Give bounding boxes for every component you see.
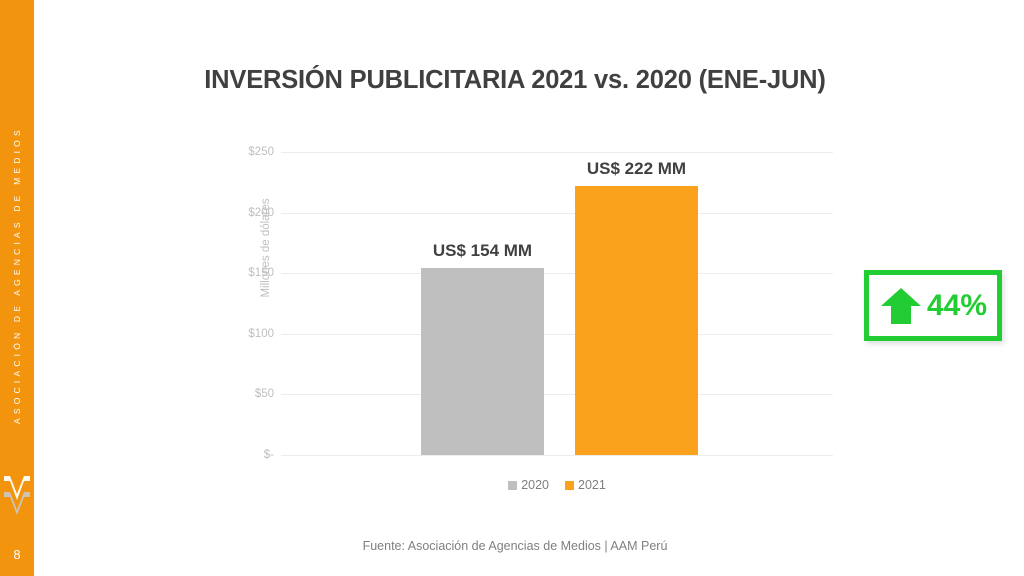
sidebar: ASOCIACIÓN DE AGENCIAS DE MEDIOS 8 — [0, 0, 34, 576]
legend-swatch-icon — [565, 480, 574, 490]
y-axis-tick-label: $- — [263, 449, 274, 461]
arrow-up-icon — [880, 287, 921, 324]
y-axis-tick-label: $250 — [248, 146, 274, 158]
bar-value-label-2020: US$ 154 MM — [432, 241, 533, 261]
growth-badge: 44% — [864, 270, 1002, 341]
legend-label: 2021 — [578, 478, 606, 492]
legend-label: 2020 — [521, 478, 549, 492]
legend-item-2021[interactable]: 2021 — [565, 478, 606, 492]
y-axis-tick-label: $100 — [248, 327, 274, 340]
bar-2021 — [575, 185, 698, 455]
y-axis-title: Millones de dólares — [260, 198, 272, 298]
legend-item-2020[interactable]: 2020 — [508, 478, 549, 492]
growth-value: 44% — [926, 288, 988, 322]
legend-swatch-icon — [508, 480, 518, 490]
y-axis-tick-label: $50 — [254, 388, 274, 401]
bar-2020 — [421, 268, 544, 455]
y-axis-ticks: $250 $200 $150 $100 $50 $- — [214, 0, 274, 576]
gridline — [281, 455, 833, 456]
page-number: 8 — [13, 547, 21, 562]
gridline — [281, 394, 833, 396]
gridline — [281, 333, 833, 335]
chart-legend: 2020 2021 — [281, 478, 833, 492]
source-note: Fuente: Asociación de Agencias de Medios… — [362, 539, 668, 553]
gridline — [281, 212, 833, 214]
aam-zigzag-logo-icon — [4, 476, 30, 515]
page-title: INVERSIÓN PUBLICITARIA 2021 vs. 2020 (EN… — [204, 66, 826, 94]
y-axis-tick-label: $200 — [248, 206, 274, 219]
gridline — [281, 273, 833, 275]
gridline — [281, 152, 833, 153]
y-axis-tick-label: $150 — [248, 267, 274, 280]
bar-value-label-2021: US$ 222 MM — [586, 158, 687, 178]
